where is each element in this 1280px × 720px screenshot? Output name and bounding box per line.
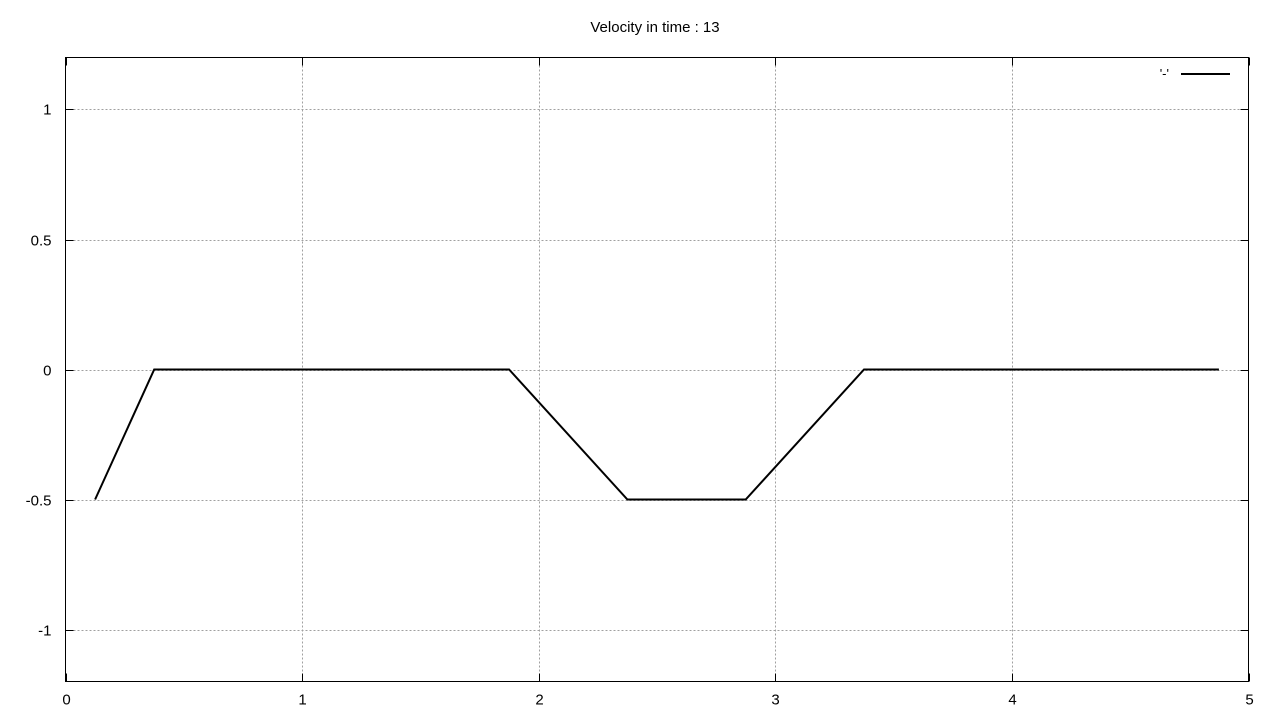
- y-tick-label: 0.5: [31, 233, 52, 250]
- series-lines: [94, 368, 1219, 501]
- y-tick-label: 1: [43, 102, 51, 119]
- x-tick-label: 1: [298, 692, 306, 709]
- x-tick-label: 3: [771, 692, 779, 709]
- y-tick-label: 0: [43, 363, 51, 380]
- axis-ticks: [65, 57, 1250, 682]
- x-tick-label: 0: [62, 692, 70, 709]
- plot-area-frame: [65, 57, 1249, 682]
- legend: '-': [1160, 66, 1230, 81]
- x-tick-label: 4: [1008, 692, 1016, 709]
- y-tick-label: -1: [38, 623, 51, 640]
- legend-label: '-': [1160, 66, 1169, 81]
- x-tick-label: 2: [535, 692, 543, 709]
- series-line: [94, 368, 1219, 501]
- tick-labels: 0 1 2 3 4 5 1 0.5 0 -0.5 -1: [26, 102, 1254, 709]
- chart-title: Velocity in time : 13: [590, 19, 719, 36]
- y-tick-label: -0.5: [26, 493, 52, 510]
- x-tick-label: 5: [1245, 692, 1253, 709]
